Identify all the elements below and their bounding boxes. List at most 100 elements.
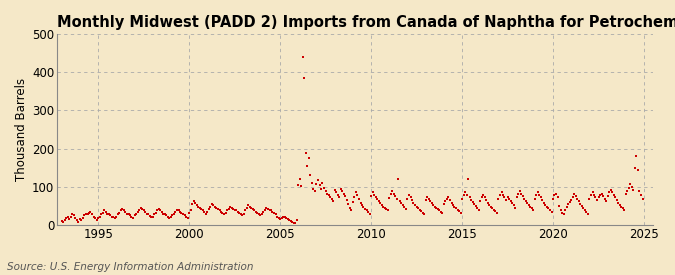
Point	[630, 166, 641, 170]
Point	[539, 201, 549, 205]
Point	[325, 195, 335, 200]
Point	[408, 201, 419, 205]
Point	[499, 195, 510, 200]
Point	[58, 220, 69, 224]
Point	[437, 211, 448, 215]
Point	[603, 190, 614, 195]
Point	[299, 76, 310, 80]
Point	[634, 189, 645, 194]
Point	[458, 193, 469, 197]
Point	[67, 212, 78, 216]
Point	[457, 197, 468, 201]
Point	[237, 213, 248, 218]
Point	[225, 204, 236, 209]
Point	[422, 195, 433, 200]
Point	[332, 193, 343, 197]
Point	[99, 208, 109, 213]
Point	[196, 207, 207, 211]
Point	[282, 217, 293, 221]
Point	[344, 206, 355, 210]
Point	[346, 208, 357, 213]
Y-axis label: Thousand Barrels: Thousand Barrels	[15, 78, 28, 181]
Point	[399, 204, 410, 209]
Point	[388, 191, 399, 196]
Point	[398, 203, 408, 207]
Point	[387, 188, 398, 193]
Point	[278, 215, 289, 219]
Point	[265, 208, 276, 213]
Point	[537, 198, 548, 202]
Point	[481, 198, 491, 202]
Point	[284, 218, 294, 222]
Point	[473, 208, 484, 212]
Point	[497, 193, 508, 197]
Point	[157, 209, 167, 214]
Point	[240, 208, 250, 213]
Point	[70, 216, 81, 220]
Point	[428, 203, 439, 207]
Point	[417, 211, 428, 215]
Point	[263, 207, 273, 211]
Point	[123, 212, 134, 216]
Point	[125, 213, 136, 218]
Point	[569, 192, 580, 197]
Point	[519, 197, 530, 201]
Point	[376, 203, 387, 207]
Point	[610, 195, 621, 200]
Point	[354, 197, 364, 201]
Point	[334, 195, 345, 200]
Point	[292, 218, 302, 222]
Point	[355, 201, 366, 205]
Point	[208, 203, 219, 207]
Point	[375, 201, 385, 205]
Point	[181, 214, 192, 219]
Point	[581, 209, 592, 214]
Point	[543, 206, 554, 210]
Point	[175, 209, 186, 214]
Point	[385, 192, 396, 197]
Point	[547, 197, 558, 201]
Point	[243, 203, 254, 207]
Point	[491, 211, 502, 215]
Point	[572, 197, 583, 201]
Point	[135, 206, 146, 210]
Point	[440, 199, 451, 204]
Point	[76, 218, 87, 222]
Point	[490, 209, 501, 213]
Point	[61, 216, 72, 220]
Point	[533, 190, 543, 195]
Point	[249, 208, 260, 213]
Point	[221, 208, 232, 213]
Point	[496, 190, 507, 195]
Point	[203, 207, 214, 211]
Point	[416, 209, 427, 213]
Point	[138, 208, 149, 213]
Point	[72, 218, 82, 222]
Point	[602, 194, 613, 199]
Point	[383, 208, 394, 213]
Point	[323, 193, 334, 197]
Point	[329, 188, 340, 192]
Point	[434, 208, 445, 213]
Point	[578, 206, 589, 210]
Point	[308, 186, 319, 191]
Point	[605, 188, 616, 192]
Point	[505, 199, 516, 204]
Point	[105, 213, 115, 218]
Point	[501, 198, 512, 202]
Point	[248, 207, 259, 211]
Point	[439, 202, 450, 206]
Point	[364, 211, 375, 216]
Point	[540, 203, 551, 207]
Point	[595, 193, 605, 197]
Point	[314, 183, 325, 187]
Point	[489, 208, 500, 212]
Point	[338, 191, 349, 196]
Point	[508, 203, 519, 207]
Point	[269, 211, 279, 215]
Point	[358, 204, 369, 209]
Point	[616, 204, 626, 209]
Point	[558, 212, 569, 216]
Point	[288, 221, 299, 225]
Point	[255, 213, 266, 218]
